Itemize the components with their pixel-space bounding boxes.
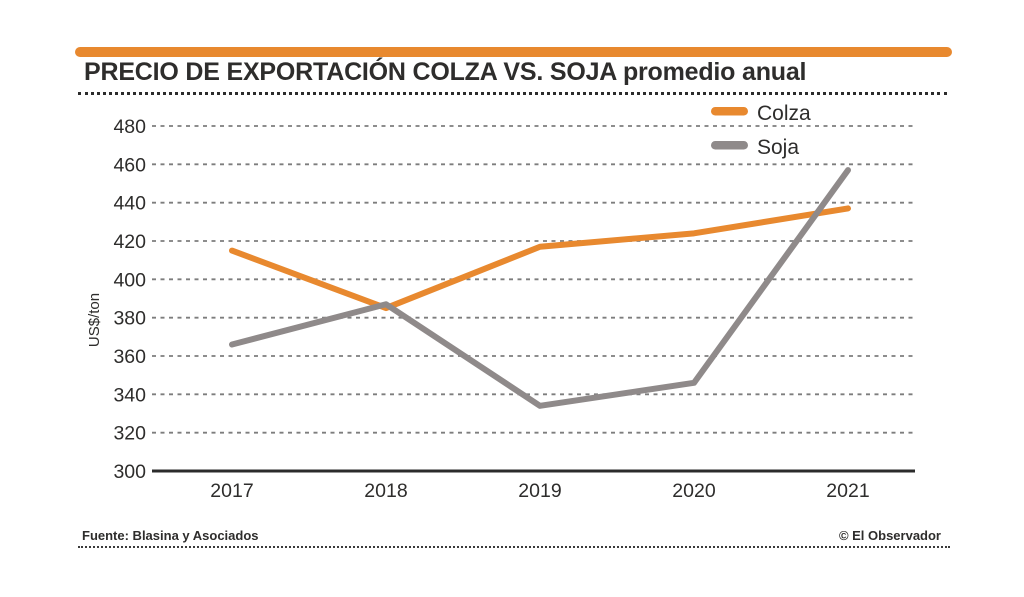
source-label: Fuente: Blasina y Asociados — [82, 528, 259, 543]
accent-bar — [75, 47, 952, 57]
y-tick-label-300: 300 — [113, 461, 146, 483]
y-tick-label-420: 420 — [113, 231, 146, 253]
chart-title: PRECIO DE EXPORTACIÓN COLZA VS. SOJA pro… — [84, 58, 807, 86]
y-axis-title: US$/ton — [86, 293, 103, 347]
y-tick-label-400: 400 — [113, 269, 146, 291]
y-tick-label-380: 380 — [113, 308, 146, 330]
legend-swatch-soja — [711, 141, 748, 150]
y-tick-label-480: 480 — [113, 116, 146, 138]
y-tick-label-320: 320 — [113, 423, 146, 445]
series-line-soja — [229, 167, 851, 409]
y-tick-label-340: 340 — [113, 384, 146, 406]
y-tick-label-460: 460 — [113, 154, 146, 176]
x-tick-label-2018: 2018 — [364, 480, 407, 502]
footer-divider — [78, 546, 950, 548]
x-tick-label-2017: 2017 — [210, 480, 253, 502]
title-divider — [78, 92, 947, 95]
y-tick-label-360: 360 — [113, 346, 146, 368]
credit-label: © El Observador — [838, 528, 941, 543]
legend-label-soja: Soja — [757, 136, 799, 159]
legend-swatch-colza — [711, 107, 748, 116]
x-tick-label-2021: 2021 — [826, 480, 869, 502]
x-tick-label-2019: 2019 — [518, 480, 561, 502]
x-tick-label-2020: 2020 — [672, 480, 716, 502]
y-tick-label-440: 440 — [113, 193, 146, 215]
series-line-colza — [229, 205, 851, 312]
legend-label-colza: Colza — [757, 102, 811, 125]
